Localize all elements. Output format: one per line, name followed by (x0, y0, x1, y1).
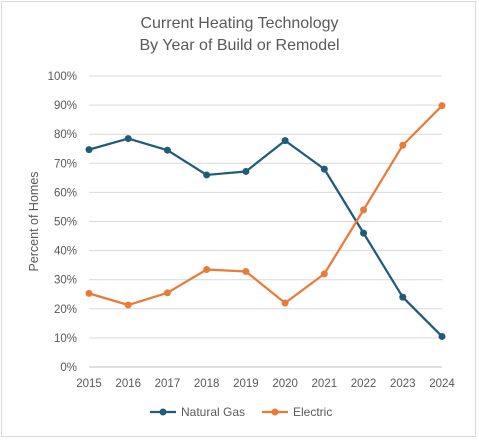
data-point (124, 301, 132, 309)
y-tick-label: 0% (60, 362, 77, 374)
data-point (242, 167, 250, 175)
x-tick-label: 2021 (312, 378, 338, 390)
data-point (85, 289, 93, 297)
y-axis-ticks: 0% 10% 20% 30% 40% 50% 60% 70% 80% 90% 100% (48, 71, 77, 374)
legend-label: Natural Gas (181, 405, 245, 419)
data-point (203, 266, 211, 274)
data-point (360, 206, 368, 214)
data-point (281, 137, 289, 145)
y-tick-label: 10% (54, 333, 77, 345)
gridlines (89, 75, 442, 339)
legend-item: Electric (262, 405, 332, 419)
chart-title-line-1: Current Heating Technology (140, 15, 339, 32)
x-tick-label: 2015 (76, 378, 102, 390)
data-point (203, 171, 211, 179)
series-line (88, 137, 443, 338)
series-natural-gas (85, 135, 446, 340)
data-point (399, 293, 407, 301)
legend-marker (271, 408, 279, 416)
series-layer (85, 102, 446, 340)
data-point (438, 332, 446, 340)
x-tick-label: 2023 (390, 378, 416, 390)
x-tick-label: 2022 (351, 378, 377, 390)
y-tick-label: 100% (48, 71, 77, 83)
y-tick-label: 80% (54, 129, 77, 141)
y-tick-label: 30% (54, 275, 77, 287)
legend-item: Natural Gas (150, 405, 245, 419)
legend: Natural Gas Electric (150, 405, 332, 419)
data-point (360, 229, 368, 237)
data-point (320, 270, 328, 278)
x-tick-label: 2016 (115, 378, 141, 390)
series-electric (85, 102, 446, 309)
data-point (124, 135, 132, 143)
data-point (163, 146, 171, 154)
legend-label: Electric (293, 405, 332, 419)
y-tick-label: 40% (54, 246, 77, 258)
y-tick-label: 70% (54, 158, 77, 170)
y-tick-label: 60% (54, 187, 77, 199)
data-point (438, 102, 446, 110)
chart-title-line-2: By Year of Build or Remodel (139, 37, 340, 54)
series-line (88, 104, 443, 307)
y-axis-title: Percent of Homes (27, 171, 41, 271)
data-point (85, 146, 93, 154)
data-point (281, 299, 289, 307)
x-tick-label: 2017 (155, 378, 181, 390)
x-tick-label: 2019 (233, 378, 259, 390)
y-tick-label: 90% (54, 100, 77, 112)
data-point (320, 165, 328, 173)
legend-marker (159, 408, 167, 416)
y-tick-label: 50% (54, 217, 77, 229)
x-axis-ticks: 2015 2016 2017 2018 2019 2020 2021 2022 2023 2024 (76, 378, 455, 390)
x-tick-label: 2024 (429, 378, 455, 390)
data-point (163, 289, 171, 297)
y-tick-label: 20% (54, 304, 77, 316)
x-tick-label: 2020 (272, 378, 298, 390)
data-point (242, 268, 250, 276)
data-point (399, 141, 407, 149)
x-tick-label: 2018 (194, 378, 220, 390)
